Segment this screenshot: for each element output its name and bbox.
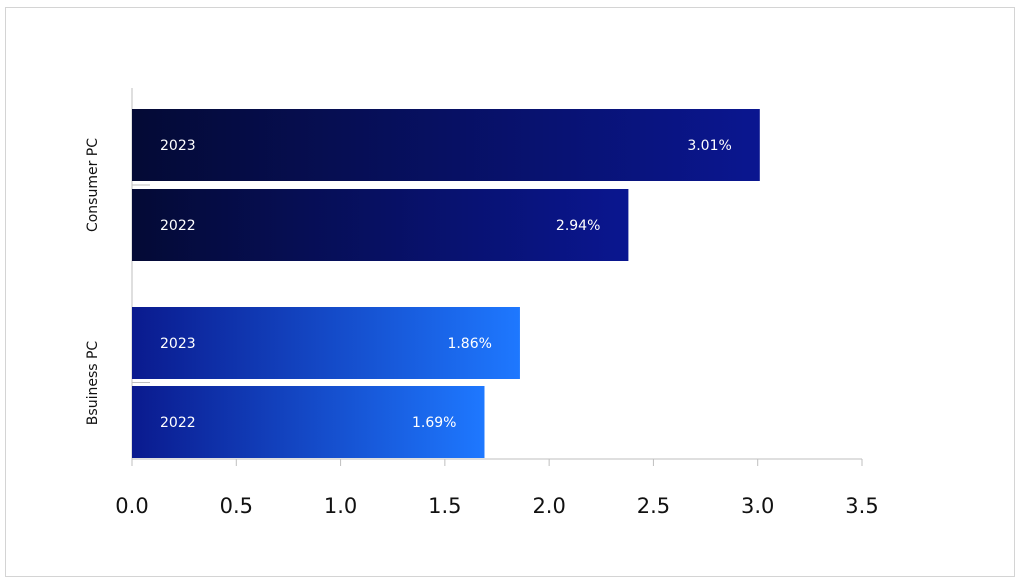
x-tick-label: 3.0: [741, 494, 774, 518]
bar-consumer-2022: [132, 189, 629, 261]
group-labels: Consumer PC Bsuiness PC: [85, 138, 101, 425]
x-tick-labels: 0.0 0.5 1.0 1.5 2.0 2.5 3.0 3.5: [115, 494, 878, 518]
bar-year-label: 2023: [160, 138, 196, 154]
x-tick-label: 2.0: [532, 494, 565, 518]
x-tick-label: 0.5: [220, 494, 253, 518]
bar-business-2022: [132, 386, 485, 458]
bar-value-label: 2.94%: [556, 218, 600, 234]
chart-frame: [5, 7, 1015, 577]
bars: 2023 3.01% 2022 2.94% 2023 1.86% 2022 1.69%: [132, 109, 760, 458]
bar-year-label: 2023: [160, 336, 196, 352]
group-label-business: Bsuiness PC: [85, 341, 101, 426]
bar-year-label: 2022: [160, 218, 196, 234]
bar-business-2023: [132, 307, 520, 379]
x-tick-label: 0.0: [115, 494, 148, 518]
bar-value-label: 1.69%: [412, 415, 456, 431]
group-label-consumer: Consumer PC: [85, 138, 101, 232]
x-tick-label: 1.0: [324, 494, 357, 518]
x-tick-label: 2.5: [637, 494, 670, 518]
bar-consumer-2023: [132, 109, 760, 181]
bar-value-label: 3.01%: [687, 138, 731, 154]
x-tick-label: 3.5: [845, 494, 878, 518]
bar-value-label: 1.86%: [447, 336, 491, 352]
bar-year-label: 2022: [160, 415, 196, 431]
x-tick-label: 1.5: [428, 494, 461, 518]
